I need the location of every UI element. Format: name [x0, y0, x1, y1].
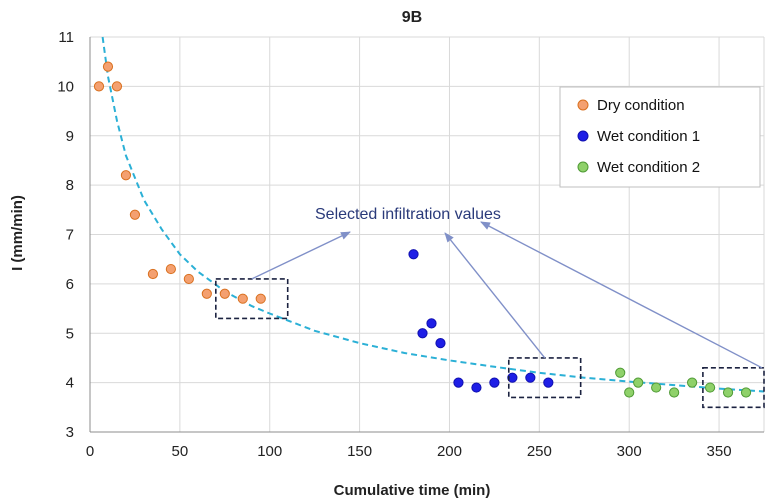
x-tick-label: 0: [86, 443, 94, 460]
annotation-arrow: [251, 231, 351, 280]
data-point: [615, 367, 626, 378]
y-tick-label: 4: [66, 375, 74, 392]
selection-box: [507, 357, 582, 399]
data-point: [722, 387, 734, 398]
data-point: [489, 377, 500, 388]
data-point: [435, 338, 446, 349]
data-point: [507, 372, 518, 383]
trendline: [101, 36, 765, 393]
data-point: [426, 318, 437, 329]
legend-label: Wet condition 2: [597, 159, 700, 176]
x-tick-label: 150: [347, 443, 372, 460]
legend-box: [559, 86, 761, 188]
data-points: [93, 61, 752, 398]
legend-marker: [577, 99, 589, 111]
x-tick-label: 300: [617, 443, 642, 460]
gridlines: [89, 36, 765, 433]
selection-box: [215, 278, 289, 320]
annotation: [215, 221, 765, 409]
data-point: [201, 288, 212, 299]
x-tick-label: 250: [527, 443, 552, 460]
data-point: [102, 61, 114, 72]
legend-label: Dry condition: [597, 97, 685, 114]
legend: Dry condition Wet condition 1 Wet conditio…: [559, 86, 761, 188]
y-tick-label: 9: [66, 128, 74, 145]
legend-marker: [577, 130, 589, 142]
data-point: [704, 382, 716, 393]
data-point: [93, 81, 105, 92]
data-point: [408, 249, 419, 260]
x-tick-label: 50: [172, 443, 189, 460]
data-point: [111, 81, 123, 92]
y-tick-label: 3: [66, 424, 74, 441]
annotation-arrow: [480, 221, 763, 369]
y-axis-title: I (mm/min): [9, 195, 26, 271]
y-tick-label: 10: [57, 78, 74, 95]
x-tick-label: 350: [707, 443, 732, 460]
y-tick-label: 11: [58, 29, 74, 46]
data-point: [624, 387, 635, 398]
data-point: [525, 372, 536, 383]
data-point: [471, 382, 482, 393]
axes: 0 50 100 150 200 250 300 350 3 4 5 6 7 8 9 10 11: [57, 29, 764, 460]
y-tick-label: 7: [66, 227, 74, 244]
data-point: [417, 328, 428, 339]
x-tick-label: 100: [257, 443, 282, 460]
data-point: [543, 377, 554, 388]
data-point: [183, 273, 194, 285]
data-point: [453, 377, 464, 388]
data-point: [219, 288, 230, 299]
data-point: [669, 387, 680, 398]
x-axis-title: Cumulative time (min): [334, 482, 491, 499]
legend-marker: [577, 161, 589, 173]
y-tick-label: 8: [66, 177, 74, 194]
legend-label: Wet condition 1: [597, 128, 700, 145]
data-point: [237, 293, 248, 304]
data-point: [147, 268, 159, 280]
y-tick-label: 5: [66, 325, 74, 342]
data-point: [633, 377, 644, 388]
trendline-curve: [101, 36, 765, 393]
data-point: [651, 382, 662, 393]
y-tick-label: 6: [66, 276, 74, 293]
data-point: [165, 263, 176, 275]
data-point: [740, 387, 752, 398]
annotation-label: Selected infiltration values: [315, 206, 501, 223]
data-point: [120, 170, 132, 181]
selection-box: [702, 367, 765, 409]
data-point: [255, 293, 266, 304]
chart-title: 9B: [402, 9, 422, 26]
data-point: [129, 209, 141, 220]
data-point: [687, 377, 698, 388]
annotation-arrow: [444, 232, 546, 359]
x-tick-label: 200: [437, 443, 462, 460]
